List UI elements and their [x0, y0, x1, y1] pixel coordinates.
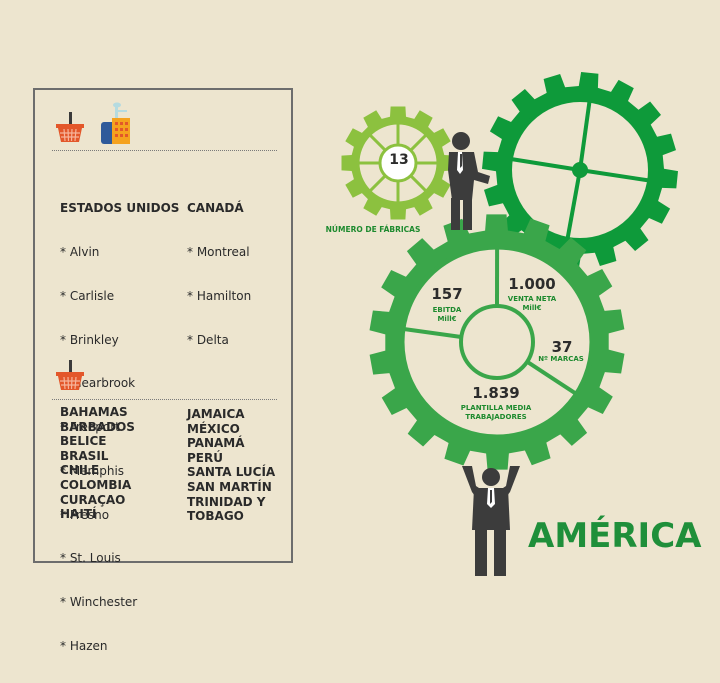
net-sales-label: VENTA NETA Mill€ — [500, 295, 564, 313]
ebitda-label: EBITDA Mill€ — [425, 306, 469, 324]
gear-center — [461, 306, 533, 378]
workforce-value: 1.839 — [466, 384, 526, 402]
brands-value: 37 — [545, 338, 579, 356]
businessman-standing-icon — [448, 132, 490, 230]
ebitda-value: 157 — [425, 285, 469, 303]
workforce-label: PLANTILLA MEDIA TRABAJADORES — [456, 404, 536, 422]
businessman-lifting-icon — [462, 466, 520, 576]
net-sales-value: 1.000 — [502, 275, 562, 293]
brands-label: Nº MARCAS — [536, 355, 586, 364]
factories-label: NÚMERO DE FÁBRICAS — [325, 225, 421, 234]
gears-illustration — [0, 0, 720, 600]
factories-count: 13 — [381, 152, 417, 168]
region-title: AMÉRICA — [528, 516, 701, 556]
gear-axle — [572, 162, 588, 178]
list-item: * Hazen — [60, 639, 179, 654]
